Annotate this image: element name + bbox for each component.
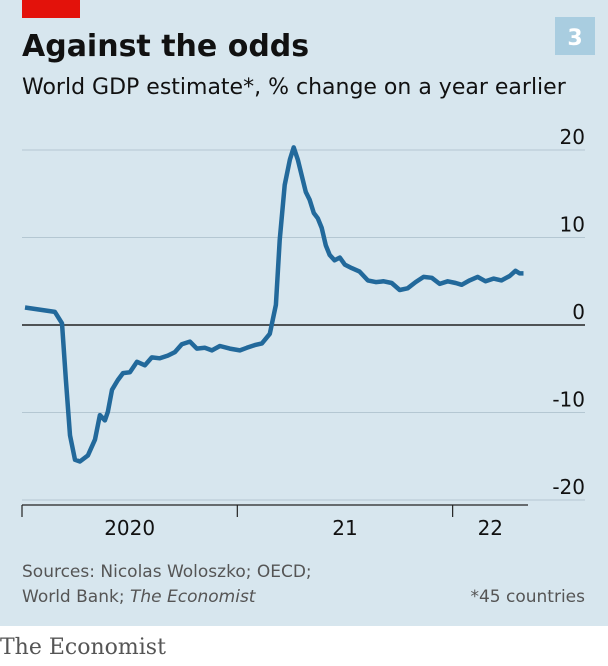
chart-number-badge bbox=[555, 17, 595, 55]
data-line bbox=[24, 145, 524, 464]
source-text: World Bank; bbox=[22, 587, 125, 607]
source: Sources: Nicolas Woloszko; OECD; bbox=[22, 562, 312, 582]
y-tick-label: 10 bbox=[560, 213, 585, 237]
chart-title: Against the odds bbox=[22, 29, 309, 64]
y-tick-label: -10 bbox=[552, 388, 585, 412]
plot: 20 10 0 -10 -20 2020 21 22 bbox=[21, 125, 585, 540]
background bbox=[0, 0, 608, 626]
y-tick-label: 0 bbox=[572, 300, 585, 324]
x-tick-label: 2020 bbox=[104, 516, 155, 540]
red-tag bbox=[22, 0, 80, 18]
x-tick-label: 21 bbox=[332, 516, 357, 540]
y-tick-label: 20 bbox=[560, 125, 585, 149]
footnote: *45 countries bbox=[470, 587, 585, 607]
x-tick-label: 22 bbox=[478, 516, 503, 540]
source: World Bank; The Economist bbox=[22, 587, 257, 607]
chart-number: 3 bbox=[567, 26, 582, 51]
y-tick-label: -20 bbox=[552, 475, 585, 499]
source-italic: The Economist bbox=[130, 587, 257, 607]
subtitle: World GDP estimate*, % change on a year … bbox=[22, 75, 567, 100]
brand: The Economist bbox=[0, 635, 166, 660]
